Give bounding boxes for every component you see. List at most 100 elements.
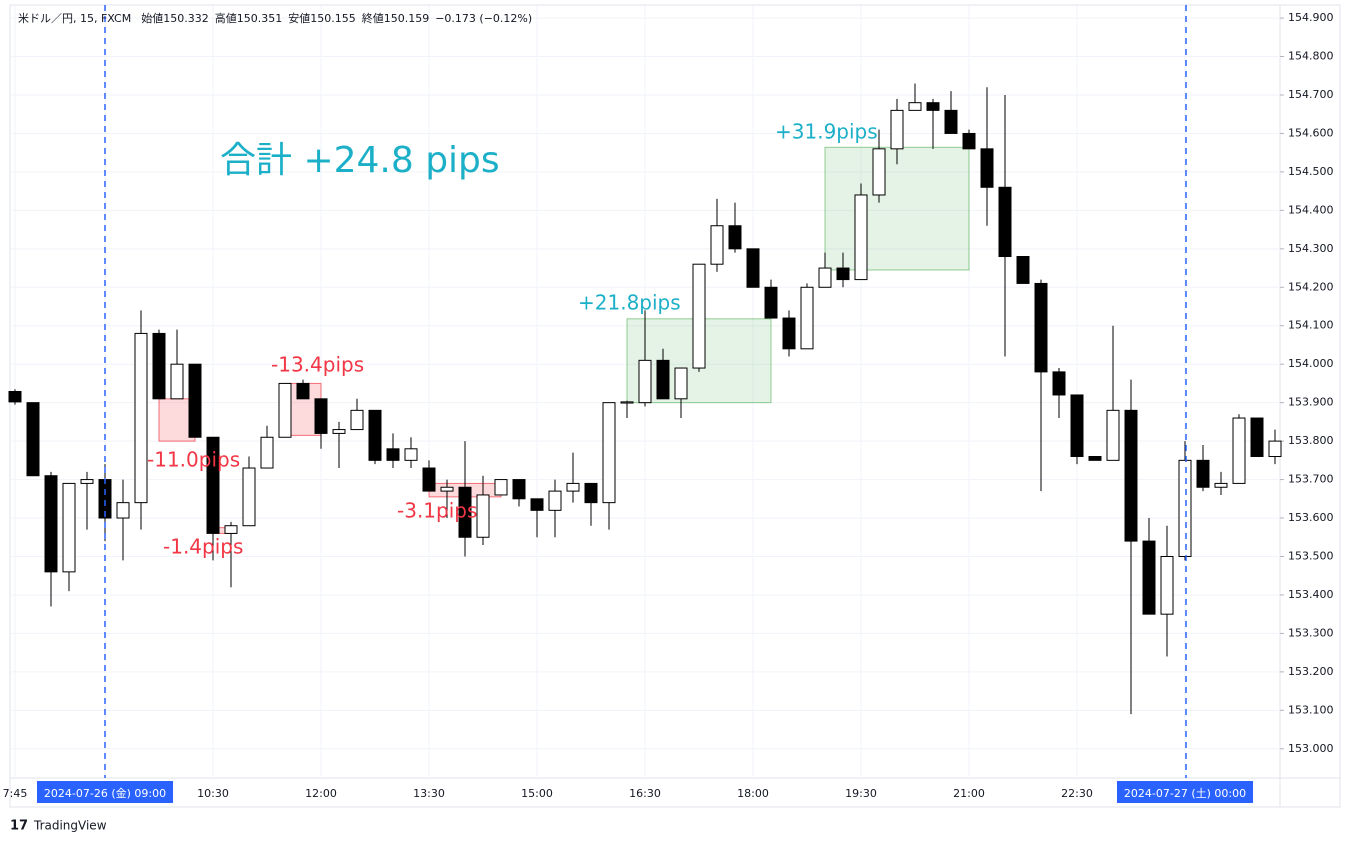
- candle-body: [440, 486, 454, 492]
- candle-body: [188, 363, 202, 438]
- trade-label: +31.9pips: [775, 120, 878, 144]
- y-tick-label: 154.700: [1288, 88, 1334, 101]
- x-tick-label: 12:00: [305, 787, 337, 800]
- candle-body: [296, 382, 310, 400]
- total-annotation: 合計 +24.8 pips: [220, 140, 500, 181]
- candle-body: [1268, 440, 1282, 457]
- candle-body: [1232, 417, 1246, 484]
- candle-body: [368, 409, 382, 461]
- frame: [9, 4, 1341, 808]
- candle-body: [26, 402, 40, 477]
- y-tick-label: 154.000: [1288, 357, 1334, 370]
- y-tick-label: 153.200: [1288, 665, 1334, 678]
- symbol: 米ドル／円, 15, FXCM: [18, 12, 131, 25]
- y-tick-label: 153.900: [1288, 396, 1334, 409]
- x-tick-label: 2024-07-26 (金) 09:00: [44, 787, 166, 800]
- trade-boxes: [158, 146, 970, 534]
- y-tick-label: 153.600: [1288, 511, 1334, 524]
- candle-body: [1088, 455, 1102, 461]
- candles: [8, 83, 1282, 715]
- candle-body: [1160, 555, 1174, 615]
- candle-body: [1016, 256, 1030, 284]
- trade-label: -13.4pips: [271, 353, 364, 377]
- candle-body: [566, 482, 580, 492]
- candle-body: [764, 286, 778, 319]
- y-tick-label: 154.500: [1288, 165, 1334, 178]
- candle-body: [944, 109, 958, 134]
- candle-body: [1034, 282, 1048, 373]
- trade-label: +21.8pips: [578, 291, 681, 315]
- candle-body: [710, 225, 724, 265]
- y-tick-label: 153.700: [1288, 473, 1334, 486]
- candle-body: [656, 359, 670, 400]
- open-label: 始値: [141, 11, 163, 25]
- x-label-highlight: [37, 781, 173, 803]
- candle-body: [620, 401, 634, 404]
- candle-body: [224, 525, 238, 534]
- x-tick-label: 13:30: [413, 787, 445, 800]
- high-label: 高値: [215, 11, 237, 25]
- labels: 153.000 153.100 153.200 153.300 153.400 153.5…: [3, 11, 1334, 803]
- trade-label: -3.1pips: [397, 499, 477, 523]
- y-tick-label: 153.300: [1288, 626, 1334, 639]
- candle-body: [386, 448, 400, 461]
- candle-body: [116, 502, 130, 519]
- candle-body: [998, 186, 1012, 258]
- brand-name: TradingView: [33, 819, 107, 833]
- candle-body: [404, 448, 418, 461]
- candle-body: [152, 332, 166, 400]
- candle-body: [1142, 540, 1156, 615]
- candle-body: [1178, 459, 1192, 557]
- y-tick-label: 154.400: [1288, 203, 1334, 216]
- candle-body: [332, 429, 346, 434]
- close-label: 終値: [362, 12, 384, 25]
- candle-body: [1052, 371, 1066, 396]
- candle-body: [44, 475, 58, 573]
- y-tick-label: 154.600: [1288, 126, 1334, 139]
- candle-body: [1106, 409, 1120, 461]
- y-tick-label: 153.800: [1288, 434, 1334, 447]
- candle-body: [584, 482, 598, 504]
- candle-body: [62, 482, 76, 573]
- y-tick-label: 153.400: [1288, 588, 1334, 601]
- candle-body: [908, 102, 922, 111]
- candle-body: [800, 286, 814, 350]
- trade-label: -11.0pips: [147, 448, 240, 472]
- x-tick-label: 7:45: [3, 787, 28, 800]
- candle-body: [206, 436, 220, 534]
- brand: 𝟭𝟳 TradingView: [10, 819, 107, 834]
- candle-body: [638, 359, 652, 404]
- candle-body: [1070, 394, 1084, 457]
- candle-body: [8, 391, 22, 403]
- candle-body: [854, 194, 868, 281]
- brand-logo: 𝟭𝟳: [10, 819, 28, 834]
- change: −0.173 (−0.12%): [435, 12, 532, 25]
- symbol-header: 米ドル／円, 15, FXCM 始値150.332 高値150.351 安値150.1…: [18, 11, 532, 25]
- y-tick-label: 154.800: [1288, 50, 1334, 63]
- candle-body: [530, 498, 544, 511]
- candle-body: [872, 148, 886, 196]
- candle-body: [314, 398, 328, 434]
- candle-body: [134, 332, 148, 504]
- trade-label: -1.4pips: [163, 535, 243, 559]
- candle-body: [278, 382, 292, 438]
- y-tick-label: 153.500: [1288, 549, 1334, 562]
- candle-body: [476, 494, 490, 538]
- y-tick-label: 154.100: [1288, 319, 1334, 332]
- candle-body: [782, 317, 796, 350]
- candle-body: [1214, 482, 1228, 488]
- low-value: 150.155: [310, 12, 356, 25]
- y-tick-label: 154.200: [1288, 280, 1334, 293]
- trade-box: [824, 146, 970, 271]
- y-tick-label: 154.300: [1288, 242, 1334, 255]
- close-value: 150.159: [384, 12, 430, 25]
- candle-body: [548, 490, 562, 511]
- candle-body: [242, 467, 256, 527]
- y-tick-label: 153.100: [1288, 703, 1334, 716]
- x-tick-label: 22:30: [1061, 787, 1093, 800]
- open-value: 150.332: [163, 12, 209, 25]
- candle-body: [602, 402, 616, 504]
- candle-body: [674, 367, 688, 400]
- candle-body: [1124, 409, 1138, 542]
